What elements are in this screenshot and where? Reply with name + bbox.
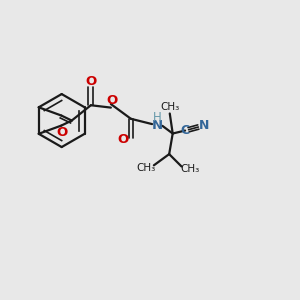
Text: O: O [117,133,128,146]
Text: N: N [199,119,209,132]
Text: CH₃: CH₃ [180,164,200,174]
Text: CH₃: CH₃ [160,102,179,112]
Text: N: N [152,119,163,132]
Text: H: H [153,111,162,124]
Text: O: O [85,75,97,88]
Text: CH₃: CH₃ [136,163,155,173]
Text: O: O [106,94,117,107]
Text: C: C [181,124,190,137]
Text: O: O [56,126,67,140]
